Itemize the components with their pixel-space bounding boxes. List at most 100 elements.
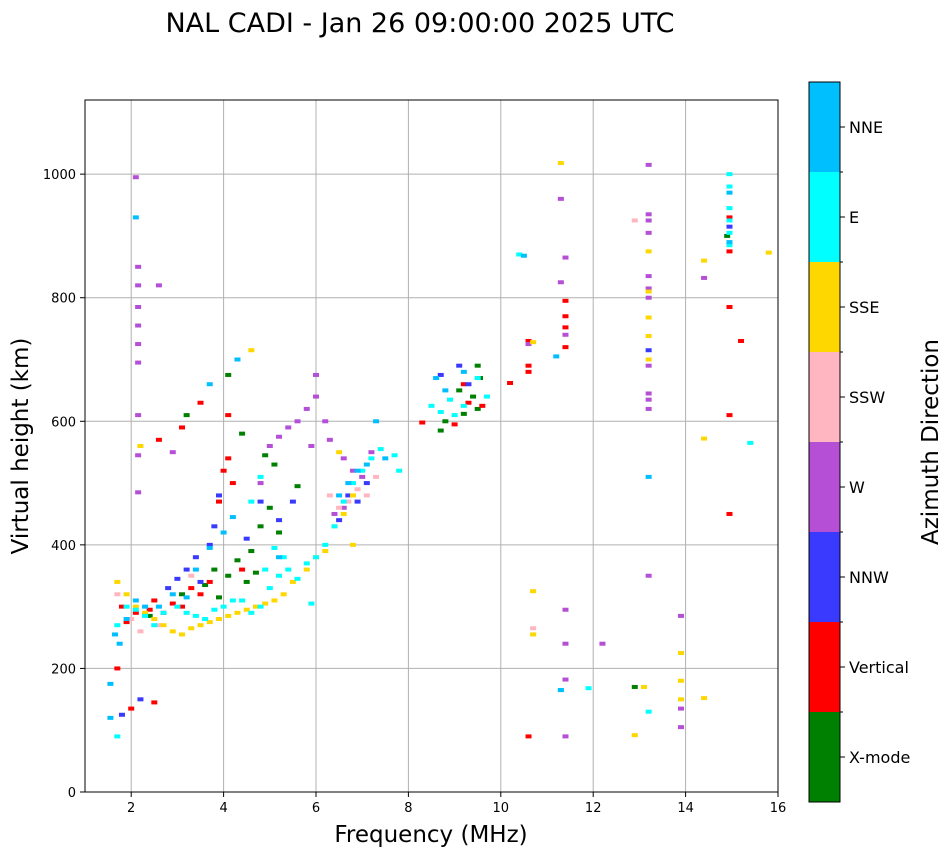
data-point — [280, 592, 287, 597]
data-point — [562, 255, 569, 260]
series-vertical — [114, 215, 745, 739]
data-point — [206, 620, 213, 625]
data-point — [243, 579, 250, 584]
data-point — [419, 420, 426, 425]
data-point — [437, 428, 444, 433]
data-point — [234, 610, 241, 615]
data-point — [248, 348, 255, 353]
data-point — [135, 490, 142, 495]
data-point — [645, 286, 652, 291]
data-point — [340, 511, 347, 516]
data-point — [155, 283, 162, 288]
data-point — [123, 617, 130, 621]
colorbar-segment — [809, 82, 840, 172]
y-tick-label: 400 — [51, 539, 76, 554]
data-point — [114, 734, 121, 739]
data-point — [724, 233, 731, 238]
data-point — [322, 542, 329, 547]
x-tick-label: 6 — [312, 801, 320, 816]
data-point — [137, 697, 144, 702]
data-point — [285, 567, 292, 572]
x-tick-label: 2 — [127, 801, 135, 816]
colorbar-segment — [809, 622, 840, 712]
data-point — [266, 505, 273, 510]
series-e — [114, 172, 754, 739]
data-point — [206, 382, 213, 387]
data-point — [132, 175, 139, 180]
data-point — [135, 304, 142, 309]
data-point — [151, 623, 158, 628]
data-point — [451, 413, 458, 418]
data-point — [470, 394, 477, 399]
data-point — [631, 218, 638, 223]
data-point — [239, 567, 246, 572]
data-point — [322, 419, 329, 424]
data-point — [530, 340, 537, 345]
data-point — [645, 289, 652, 294]
data-point — [474, 406, 481, 411]
data-point — [313, 394, 319, 399]
data-point — [257, 524, 264, 529]
data-point — [345, 481, 352, 486]
series-ssw — [114, 218, 638, 634]
data-point — [308, 601, 315, 606]
data-point — [303, 561, 310, 566]
data-point — [132, 607, 139, 612]
data-point — [123, 620, 130, 625]
data-point — [257, 499, 264, 504]
data-point — [123, 592, 130, 597]
data-point — [726, 243, 733, 248]
data-point — [257, 474, 264, 479]
data-point — [373, 474, 380, 479]
data-point — [354, 499, 361, 504]
data-point — [437, 410, 444, 415]
series-w — [132, 162, 708, 739]
data-point — [248, 610, 255, 615]
data-point — [460, 369, 467, 374]
data-point — [677, 706, 684, 711]
data-point — [271, 462, 278, 467]
data-point — [123, 604, 130, 609]
data-point — [151, 617, 158, 621]
data-point — [645, 348, 652, 353]
data-point — [262, 453, 269, 458]
data-point — [645, 334, 652, 339]
data-point — [726, 215, 733, 220]
data-point — [645, 406, 652, 411]
data-point — [155, 623, 162, 628]
colorbar-segment — [809, 712, 840, 802]
data-point — [373, 419, 380, 424]
data-point — [135, 323, 142, 328]
data-point — [451, 422, 458, 427]
data-point — [114, 592, 121, 597]
data-point — [197, 400, 204, 405]
data-point — [160, 610, 167, 615]
data-point — [225, 413, 232, 418]
data-point — [262, 601, 269, 606]
data-point — [557, 280, 564, 285]
x-tick-label: 4 — [219, 801, 227, 816]
data-point — [132, 610, 139, 615]
data-point — [128, 706, 135, 711]
chart-title: NAL CADI - Jan 26 09:00:00 2025 UTC — [165, 8, 674, 39]
data-point — [645, 357, 652, 362]
data-point — [747, 440, 754, 445]
data-point — [169, 592, 176, 597]
data-point — [391, 453, 398, 458]
data-point — [456, 388, 463, 393]
data-point — [197, 579, 204, 584]
grid-lines — [85, 100, 778, 792]
data-point — [446, 397, 453, 402]
data-point — [726, 224, 733, 229]
data-point — [530, 632, 537, 637]
data-point — [433, 376, 440, 381]
data-point — [192, 613, 199, 618]
data-point — [234, 558, 241, 563]
data-point — [276, 434, 283, 439]
data-point — [645, 162, 652, 167]
data-point — [118, 604, 125, 609]
data-point — [179, 592, 186, 597]
y-axis-label: Virtual height (km) — [8, 338, 34, 555]
data-point — [160, 623, 167, 628]
